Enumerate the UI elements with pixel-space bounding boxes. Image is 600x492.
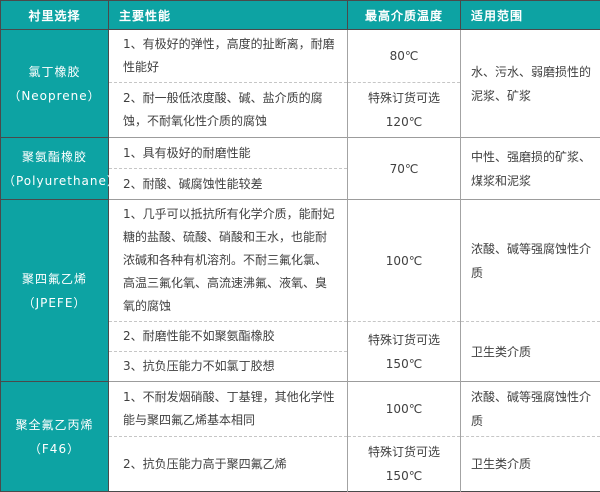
temp-note: 特殊订货可选 (352, 86, 456, 110)
range-cell: 卫生类介质 (461, 322, 600, 382)
performance-cell: 1、几乎可以抵抗所有化学介质，能耐妃糖的盐酸、硫酸、硝酸和王水，也能耐浓碱和各种… (109, 200, 348, 322)
lining-name: 聚氨酯橡胶 (3, 145, 106, 169)
lining-cell-neoprene: 氯丁橡胶 （Neoprene） (1, 30, 109, 138)
temp-cell: 100℃ (348, 382, 461, 437)
temp-cell: 特殊订货可选 120℃ (348, 83, 461, 138)
temp-cell: 特殊订货可选 150℃ (348, 322, 461, 382)
lining-cell-f46: 聚全氟乙丙烯 （F46） (1, 382, 109, 492)
table-row: 聚氨酯橡胶 （Polyurethane） 1、具有极好的耐磨性能 70℃ 中性、… (1, 138, 600, 169)
range-cell: 浓酸、碱等强腐蚀性介质 (461, 382, 600, 437)
performance-cell: 2、耐一般低浓度酸、碱、盐介质的腐蚀，不耐氧化性介质的腐蚀 (109, 83, 348, 138)
performance-cell: 2、耐磨性能不如聚氨酯橡胶 (109, 322, 348, 352)
range-cell: 水、污水、弱磨损性的泥浆、矿浆 (461, 30, 600, 138)
lining-name: 聚四氟乙烯 (3, 267, 106, 291)
range-cell: 中性、强磨损的矿浆、煤浆和泥浆 (461, 138, 600, 200)
temp-note: 特殊订货可选 (352, 440, 456, 464)
table-row: 氯丁橡胶 （Neoprene） 1、有极好的弹性，高度的扯断离，耐磨性能好 80… (1, 30, 600, 83)
performance-cell: 2、耐酸、碱腐蚀性能较差 (109, 169, 348, 200)
temp-cell: 100℃ (348, 200, 461, 322)
header-performance: 主要性能 (109, 1, 348, 30)
performance-cell: 1、有极好的弹性，高度的扯断离，耐磨性能好 (109, 30, 348, 83)
performance-cell: 1、不耐发烟硝酸、丁基锂，其他化学性能与聚四氟乙烯基本相同 (109, 382, 348, 437)
lining-name: 氯丁橡胶 (3, 60, 106, 84)
temp-value: 150℃ (352, 464, 456, 488)
performance-cell: 2、抗负压能力高于聚四氟乙烯 (109, 437, 348, 492)
performance-cell: 3、抗负压能力不如氯丁胶想 (109, 352, 348, 382)
header-lining: 衬里选择 (1, 1, 109, 30)
lining-name: 聚全氟乙丙烯 (3, 413, 106, 437)
performance-cell: 1、具有极好的耐磨性能 (109, 138, 348, 169)
temp-cell: 特殊订货可选 150℃ (348, 437, 461, 492)
table-row: 聚四氟乙烯 （JPEFE） 1、几乎可以抵抗所有化学介质，能耐妃糖的盐酸、硫酸、… (1, 200, 600, 322)
lining-cell-polyurethane: 聚氨酯橡胶 （Polyurethane） (1, 138, 109, 200)
temp-cell: 70℃ (348, 138, 461, 200)
lining-name-en: （F46） (3, 437, 106, 461)
temp-note: 特殊订货可选 (352, 328, 456, 352)
temp-cell: 80℃ (348, 30, 461, 83)
range-cell: 浓酸、碱等强腐蚀性介质 (461, 200, 600, 322)
lining-name-en: （JPEFE） (3, 291, 106, 315)
table-row: 聚全氟乙丙烯 （F46） 1、不耐发烟硝酸、丁基锂，其他化学性能与聚四氟乙烯基本… (1, 382, 600, 437)
lining-name-en: （Neoprene） (3, 84, 106, 108)
header-row: 衬里选择 主要性能 最高介质温度 适用范围 (1, 1, 600, 30)
temp-value: 120℃ (352, 110, 456, 134)
lining-cell-ptfe: 聚四氟乙烯 （JPEFE） (1, 200, 109, 382)
header-applicable-range: 适用范围 (461, 1, 600, 30)
temp-value: 150℃ (352, 352, 456, 376)
lining-name-en: （Polyurethane） (3, 169, 106, 193)
header-max-temp: 最高介质温度 (348, 1, 461, 30)
range-cell: 卫生类介质 (461, 437, 600, 492)
